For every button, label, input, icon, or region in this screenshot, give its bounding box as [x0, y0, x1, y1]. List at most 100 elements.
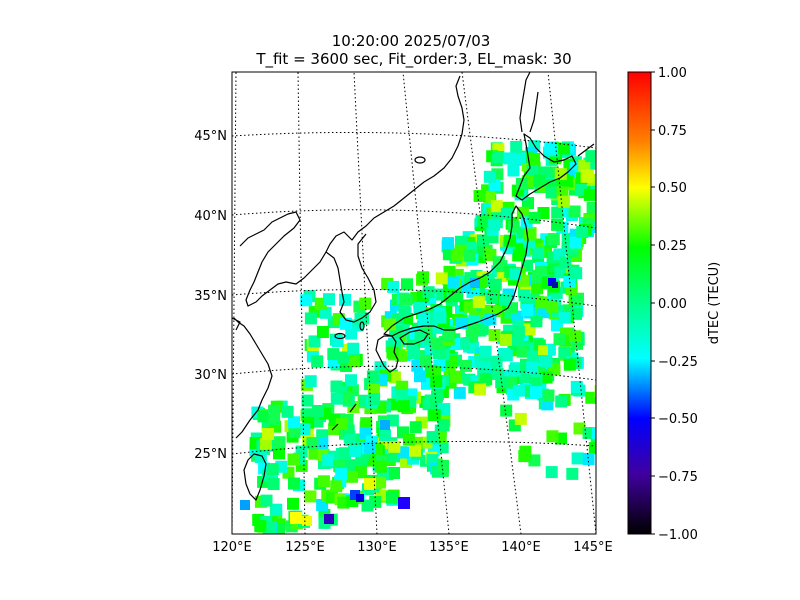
parallel-30 [232, 365, 596, 381]
dtec-point [417, 271, 430, 284]
dtec-point [409, 421, 422, 434]
dtec-point [557, 195, 570, 208]
dtec-point [347, 342, 360, 355]
title-line-2: T_fit = 3600 sec, Fit_order:3, EL_mask: … [255, 50, 571, 69]
dtec-point [463, 249, 476, 262]
dtec-point [346, 470, 359, 483]
dtec-point [547, 233, 560, 246]
sakhalin-coastline [519, 72, 539, 133]
dtec-point [531, 282, 544, 295]
dtec-point [388, 467, 400, 479]
dtec-point [350, 490, 360, 500]
dtec-point [378, 429, 391, 441]
dtec-point [588, 442, 596, 455]
dtec-point [533, 174, 546, 187]
dtec-point [324, 514, 334, 524]
dtec-point [472, 296, 485, 309]
dtec-point [359, 297, 372, 310]
dtec-point [442, 237, 455, 250]
dtec-points [240, 140, 596, 534]
colorbar-tick-label: 0.50 [658, 181, 687, 196]
dtec-point [490, 355, 503, 368]
dtec-point [335, 418, 348, 431]
dtec-point [516, 345, 529, 358]
dtec-point [407, 347, 420, 360]
dtec-point [500, 207, 513, 220]
dtec-point [570, 380, 583, 393]
colorbar-tick-label: −0.50 [658, 412, 698, 427]
dtec-point [578, 159, 591, 172]
colorbar-tick-label: 1.00 [658, 66, 687, 81]
dtec-point [581, 169, 594, 182]
dtec-point [374, 460, 387, 473]
dtec-point [518, 371, 531, 384]
dtec-point [270, 503, 283, 516]
dtec-point [290, 512, 302, 524]
colorbar-tick-label: −0.75 [658, 470, 698, 485]
dtec-point [586, 201, 596, 214]
dtec-point [442, 329, 455, 342]
dtec-point [319, 306, 332, 319]
dtec-point [490, 209, 503, 222]
dtec-point [322, 454, 335, 467]
lon-label-120: 120°E [212, 540, 252, 555]
dtec-point [540, 355, 553, 368]
dtec-point [463, 300, 476, 313]
dtec-point [447, 276, 460, 289]
dtec-point [553, 333, 566, 346]
dtec-point [514, 412, 527, 425]
graticule [232, 72, 596, 534]
dtec-point [546, 300, 559, 313]
colorbar-ticks [651, 71, 655, 535]
meridian-140 [461, 72, 522, 534]
dtec-point [516, 206, 529, 219]
dtec-point [532, 246, 545, 259]
dtec-point [304, 312, 317, 325]
dtec-point [262, 428, 274, 440]
dtec-point [540, 371, 553, 384]
dtec-point [474, 251, 486, 264]
meridian-135 [402, 72, 450, 534]
dtec-point [345, 374, 357, 387]
dtec-point [273, 447, 285, 460]
dtec-point [442, 248, 455, 261]
dtec-point [316, 499, 329, 511]
dtec-point [374, 476, 387, 489]
dtec-point [545, 186, 558, 199]
dtec-point [434, 311, 447, 324]
dtec-point [512, 243, 525, 256]
longitude-labels: 120°E 125°E 130°E 135°E 140°E 145°E [212, 540, 613, 555]
dtec-point [273, 436, 286, 449]
mainland-coastline [233, 75, 465, 439]
dtec-point [368, 393, 381, 406]
dtec-point [339, 392, 352, 405]
dtec-point [414, 370, 426, 383]
dtec-point [531, 269, 544, 282]
dtec-point [288, 477, 300, 490]
parallel-35 [232, 289, 596, 307]
dtec-point [397, 400, 410, 413]
dtec-point [519, 445, 532, 458]
dtec-point [563, 358, 576, 371]
dtec-point [474, 383, 487, 396]
meridian-120 [232, 72, 237, 534]
dtec-point [257, 410, 270, 423]
dtec-point [287, 497, 299, 510]
colorbar-tick-label: 0.25 [658, 239, 687, 254]
dtec-point [311, 405, 324, 417]
dtec-point [417, 313, 430, 326]
coastlines [232, 72, 595, 501]
dtec-point [273, 524, 286, 534]
dtec-point [583, 188, 596, 201]
korea-coastline [325, 233, 377, 323]
dtec-point [510, 140, 523, 153]
colorbar-tick-label: 0.75 [658, 124, 687, 139]
small-island [414, 156, 426, 164]
colorbar: 1.00 0.75 0.50 0.25 0.00 −0.25 −0.50 −0.… [627, 66, 722, 543]
dtec-point [348, 355, 360, 368]
dtec-point [384, 318, 396, 331]
dtec-point [558, 346, 571, 359]
honshu-coastline [383, 205, 529, 337]
dtec-point [335, 468, 348, 481]
colorbar-tick-label: −1.00 [658, 528, 698, 543]
